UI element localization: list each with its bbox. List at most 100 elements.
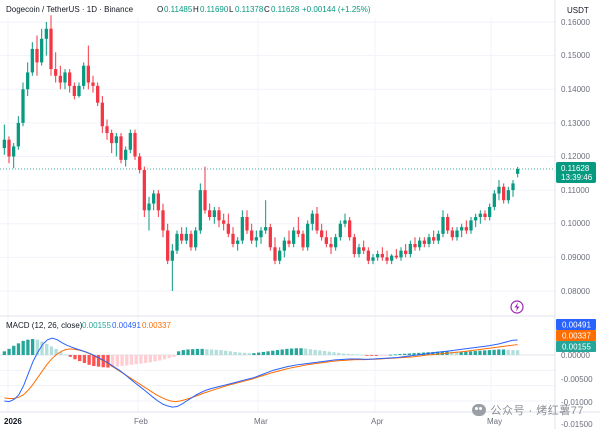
- time-label-month: May: [487, 417, 502, 426]
- candle-body: [408, 243, 412, 255]
- candle-body: [301, 233, 305, 248]
- macd-histogram-bar: [224, 350, 228, 355]
- price-axis[interactable]: 0.16000 0.15000 0.14000 0.13000 0.12000 …: [561, 18, 590, 296]
- macd-histogram-bar: [294, 348, 298, 355]
- last-price-value: 0.11628: [561, 164, 590, 173]
- candle-body: [250, 230, 254, 241]
- macd-histogram-bar: [341, 353, 346, 355]
- macd-histogram-bar: [459, 351, 463, 355]
- candle-body: [460, 227, 464, 231]
- macd-signal-value: 0.00337: [142, 321, 171, 330]
- candle-body: [147, 203, 151, 211]
- macd-histogram-bar: [388, 354, 393, 356]
- lightning-icon[interactable]: [510, 300, 524, 314]
- candle-body: [138, 156, 142, 170]
- macd-histogram-bar: [266, 351, 270, 355]
- candle-body: [441, 217, 445, 234]
- macd-histogram-bar: [468, 351, 473, 355]
- candle-body: [128, 132, 132, 150]
- macd-histogram-bar: [384, 355, 388, 356]
- macd-histogram-bar: [26, 339, 30, 355]
- ohlc-close-label: C: [264, 5, 270, 14]
- candle-body: [198, 190, 202, 231]
- candle-body: [226, 223, 230, 234]
- macd-histogram-bar: [374, 355, 379, 356]
- macd-hist-badge-value: 0.00155: [562, 343, 591, 352]
- candle-body: [63, 72, 67, 83]
- macd-histogram-bar: [78, 355, 82, 362]
- candle-body: [264, 227, 268, 231]
- candle-body: [175, 233, 179, 251]
- ohlc-high-label: H: [193, 5, 199, 14]
- macd-histogram-bar: [106, 355, 110, 368]
- candle-body: [40, 38, 44, 63]
- candle-body: [418, 240, 422, 248]
- macd-histogram-bar: [176, 351, 181, 355]
- candle-body: [231, 233, 235, 244]
- candle-body: [124, 149, 128, 160]
- candle-body: [296, 230, 300, 234]
- macd-histogram-bar: [111, 355, 115, 368]
- macd-histogram-bar: [172, 355, 176, 357]
- macd-line[interactable]: [4, 337, 518, 408]
- time-axis[interactable]: 2026 Feb Mar Apr May: [4, 417, 502, 426]
- macd-histogram-bar: [412, 353, 416, 355]
- macd-histogram-bar: [162, 355, 167, 360]
- candle-body: [203, 190, 207, 211]
- candle-body: [240, 217, 244, 241]
- macd-histogram-bar: [515, 350, 520, 355]
- time-label-month: Apr: [371, 417, 384, 426]
- macd-histogram-bar: [158, 355, 162, 361]
- symbol-title[interactable]: Dogecoin / TetherUS · 1D · Binance: [6, 5, 134, 14]
- candle-body: [21, 89, 25, 123]
- macd-tick: -0.01500: [561, 420, 593, 429]
- macd-histogram-bar: [506, 349, 510, 355]
- candle-body: [282, 240, 286, 251]
- candle-body: [100, 102, 104, 127]
- candle-body: [492, 193, 496, 207]
- macd-histogram-bar: [435, 351, 440, 355]
- macd-histogram-bar: [487, 350, 492, 355]
- candle-body: [91, 82, 95, 86]
- candle-body: [119, 136, 123, 160]
- macd-histogram-bar: [12, 345, 16, 355]
- macd-histogram-bar: [214, 349, 218, 355]
- macd-histogram-bar: [304, 348, 308, 355]
- macd-histogram-bar: [92, 355, 96, 367]
- candle-body: [110, 132, 114, 144]
- candle-body: [259, 230, 263, 238]
- currency-label[interactable]: USDT: [567, 6, 589, 15]
- candle-body: [152, 193, 156, 204]
- macd-histogram-bar: [440, 351, 444, 355]
- candle-body: [343, 220, 347, 224]
- macd-histogram-bar: [313, 349, 317, 355]
- macd-histogram-bar: [337, 352, 341, 355]
- candle-body: [511, 183, 515, 191]
- ohlc-low-label: L: [229, 5, 234, 14]
- macd-title[interactable]: MACD (12, 26, close): [6, 321, 83, 330]
- candle-body: [432, 237, 436, 241]
- candle-body: [436, 233, 440, 241]
- macd-histogram-bar: [134, 355, 138, 365]
- candle-body: [352, 237, 356, 255]
- macd-histogram-bar: [228, 351, 233, 355]
- macd-histogram-bar: [35, 339, 39, 355]
- candle-body: [35, 48, 39, 63]
- ohlc-high-value: 0.11690: [200, 5, 229, 14]
- candle-body: [2, 139, 6, 149]
- macd-histogram-bar: [233, 351, 237, 355]
- candle-body: [133, 132, 137, 157]
- candle-body: [208, 210, 212, 218]
- macd-histogram-bar: [275, 350, 280, 355]
- macd-histogram-bar: [431, 351, 435, 355]
- candle-body: [54, 69, 58, 76]
- macd-histogram-bar: [322, 351, 327, 355]
- macd-axis[interactable]: 0.00000 -0.00500 -0.01000 -0.01500: [561, 351, 593, 429]
- candlestick-series[interactable]: [2, 15, 520, 291]
- candle-body: [385, 257, 389, 261]
- time-label-month: Mar: [254, 417, 268, 426]
- candle-body: [96, 85, 100, 103]
- last-price-badge: [556, 162, 596, 183]
- macd-histogram-bar: [115, 355, 120, 367]
